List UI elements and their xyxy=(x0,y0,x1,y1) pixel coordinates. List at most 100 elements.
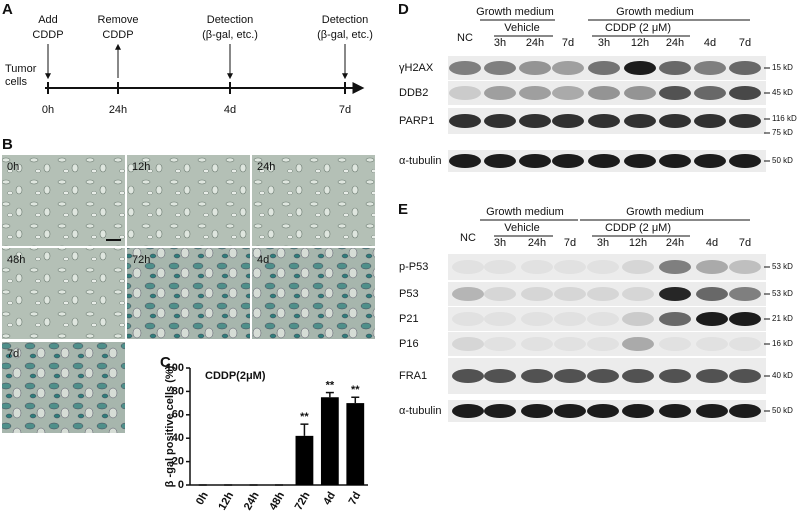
marker-label: 75 kD xyxy=(772,128,793,137)
marker-label: 16 kD xyxy=(772,339,793,348)
blot-band xyxy=(624,154,656,168)
row-label: p-P53 xyxy=(399,261,428,273)
blot-band xyxy=(624,114,656,128)
bar xyxy=(295,435,314,485)
blot-band xyxy=(588,86,620,100)
blot-band xyxy=(659,287,691,301)
blot-band xyxy=(659,154,691,168)
event-text: Detection xyxy=(207,14,253,26)
blot-band xyxy=(729,312,761,326)
blot-band xyxy=(452,312,484,326)
timeline-time: 24h xyxy=(109,104,127,116)
lane-label: 24h xyxy=(666,37,684,49)
blot-band xyxy=(519,86,551,100)
event-text: CDDP xyxy=(32,29,63,41)
blot-band xyxy=(587,312,619,326)
blot-band xyxy=(449,114,481,128)
lane-label: 7d xyxy=(564,237,576,249)
lane-label: 7d xyxy=(739,37,751,49)
blot-band xyxy=(484,61,516,75)
blot-band xyxy=(622,287,654,301)
marker-label: 116 kD xyxy=(772,114,797,123)
micrograph xyxy=(2,155,125,246)
timeline-subject: cells xyxy=(5,76,28,88)
blot-band xyxy=(659,260,691,274)
blot-band xyxy=(521,287,553,301)
blot-strip xyxy=(448,332,766,356)
x-tick-label: 12h xyxy=(216,490,236,513)
row-label: α-tubulin xyxy=(399,405,441,417)
blot-band xyxy=(622,337,654,351)
lane-label: NC xyxy=(460,232,476,244)
marker-label: 15 kD xyxy=(772,63,793,72)
blot-band xyxy=(588,61,620,75)
panel-label: C xyxy=(160,354,171,371)
blot-band xyxy=(484,369,516,383)
y-tick-label: 40 xyxy=(172,432,184,444)
micrograph-label: 48h xyxy=(7,254,25,266)
event-text: CDDP xyxy=(102,29,133,41)
event-text: (β-gal, etc.) xyxy=(317,29,373,41)
blot-band xyxy=(484,114,516,128)
y-tick-label: 60 xyxy=(172,409,184,421)
micrograph-label: 12h xyxy=(132,161,150,173)
micrograph-label: 0h xyxy=(7,161,19,173)
row-label: α-tubulin xyxy=(399,155,441,167)
blot-band xyxy=(484,404,516,418)
blot-band xyxy=(449,61,481,75)
blot-band xyxy=(484,312,516,326)
blot-band xyxy=(694,61,726,75)
blot-band xyxy=(659,337,691,351)
group-header: Growth medium xyxy=(476,6,554,18)
row-label: FRA1 xyxy=(399,370,427,382)
micrograph-label: 7d xyxy=(7,348,19,360)
lane-label: 7d xyxy=(739,237,751,249)
blot-band xyxy=(659,369,691,383)
blot-band xyxy=(587,404,619,418)
blot-band xyxy=(587,287,619,301)
lane-label: 3h xyxy=(598,37,610,49)
blot-band xyxy=(659,86,691,100)
blot-band xyxy=(696,404,728,418)
blot-band xyxy=(622,260,654,274)
panel-label: E xyxy=(398,201,408,218)
micrograph xyxy=(2,342,125,433)
blot-band xyxy=(552,154,584,168)
blot-band xyxy=(694,114,726,128)
x-tick-label: 24h xyxy=(242,490,262,513)
blot-band xyxy=(484,86,516,100)
marker-label: 21 kD xyxy=(772,314,793,323)
blot-band xyxy=(484,287,516,301)
blot-strip xyxy=(448,254,766,280)
blot-band xyxy=(622,369,654,383)
marker-label: 40 kD xyxy=(772,371,793,380)
blot-band xyxy=(587,260,619,274)
vehicle-header: Vehicle xyxy=(504,222,539,234)
blot-band xyxy=(729,114,761,128)
lane-label: 12h xyxy=(631,37,649,49)
blot-band xyxy=(694,154,726,168)
lane-label: 7d xyxy=(562,37,574,49)
blot-band xyxy=(552,86,584,100)
y-tick-label: 80 xyxy=(172,385,184,397)
x-tick-label: 72h xyxy=(293,490,313,513)
x-tick-label: 48h xyxy=(267,490,287,513)
panel-label: A xyxy=(2,1,13,18)
lane-label: 24h xyxy=(526,37,544,49)
marker-label: 45 kD xyxy=(772,88,793,97)
timeline-subject: Tumor xyxy=(5,63,37,75)
blot-band xyxy=(624,86,656,100)
marker-label: 50 kD xyxy=(772,406,793,415)
lane-label: 3h xyxy=(597,237,609,249)
row-label: γH2AX xyxy=(399,62,434,74)
y-tick-label: 100 xyxy=(166,362,184,374)
blot-band xyxy=(729,260,761,274)
blot-band xyxy=(449,154,481,168)
blot-band xyxy=(521,312,553,326)
micrograph-label: 4d xyxy=(257,254,269,266)
lane-label: 4d xyxy=(704,37,716,49)
blot-band xyxy=(519,114,551,128)
x-tick-label: 4d xyxy=(321,490,338,507)
significance: ** xyxy=(326,379,335,391)
